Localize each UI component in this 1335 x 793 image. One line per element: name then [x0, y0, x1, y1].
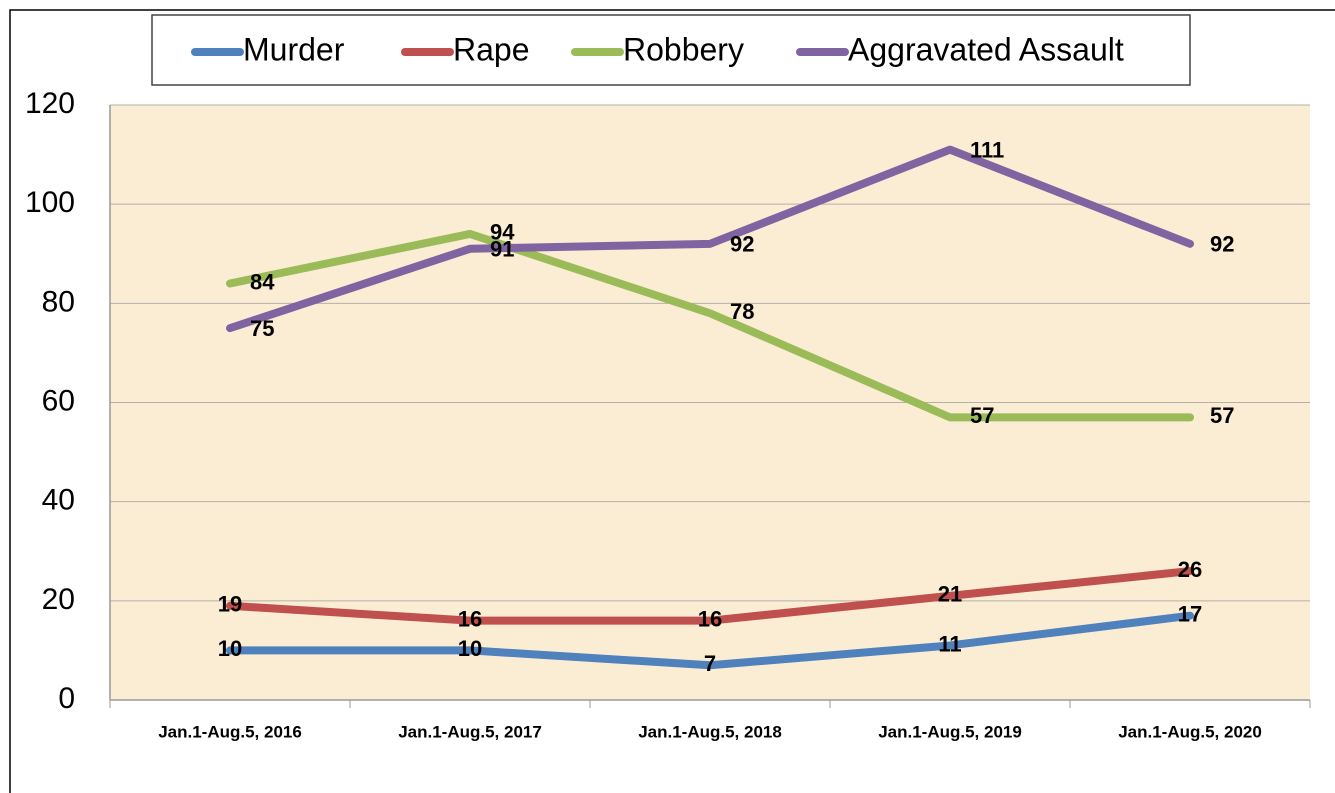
data-label: 26 [1178, 557, 1202, 582]
data-label: 10 [218, 636, 242, 661]
x-tick-label: Jan.1-Aug.5, 2016 [158, 722, 302, 741]
y-tick-label: 20 [42, 583, 75, 616]
y-tick-label: 0 [58, 682, 75, 715]
data-label: 92 [730, 232, 754, 257]
data-label: 92 [1210, 232, 1234, 257]
y-tick-label: 100 [25, 186, 75, 219]
x-tick-label: Jan.1-Aug.5, 2020 [1118, 722, 1262, 741]
legend-label: Robbery [623, 31, 744, 67]
y-tick-label: 80 [42, 285, 75, 318]
data-label: 84 [250, 269, 275, 294]
data-label: 19 [218, 592, 242, 617]
series-line [226, 229, 1194, 422]
series-line [226, 611, 1194, 670]
series-line [226, 145, 1194, 333]
x-tick-label: Jan.1-Aug.5, 2017 [398, 722, 542, 741]
data-label: 78 [730, 299, 754, 324]
data-label: 7 [704, 651, 716, 676]
legend [151, 14, 1191, 86]
legend-label: Aggravated Assault [848, 31, 1124, 67]
data-label: 21 [938, 582, 962, 607]
data-label: 75 [250, 316, 274, 341]
data-label: 94 [490, 220, 515, 245]
x-tick-label: Jan.1-Aug.5, 2018 [638, 722, 782, 741]
y-tick-label: 120 [25, 87, 75, 120]
series-line [226, 567, 1194, 625]
y-tick-label: 60 [42, 384, 75, 417]
data-label: 16 [698, 606, 722, 631]
legend-label: Murder [243, 31, 345, 67]
data-label: 57 [1210, 403, 1234, 428]
data-label: 57 [970, 403, 994, 428]
data-label: 17 [1178, 602, 1202, 627]
data-label: 16 [458, 606, 482, 631]
data-label: 111 [970, 137, 1004, 162]
data-label: 91 [490, 237, 514, 262]
legend-label: Rape [453, 31, 530, 67]
x-tick-label: Jan.1-Aug.5, 2019 [878, 722, 1022, 741]
y-tick-label: 40 [42, 484, 75, 517]
data-label: 10 [458, 636, 482, 661]
data-label: 11 [938, 631, 961, 656]
